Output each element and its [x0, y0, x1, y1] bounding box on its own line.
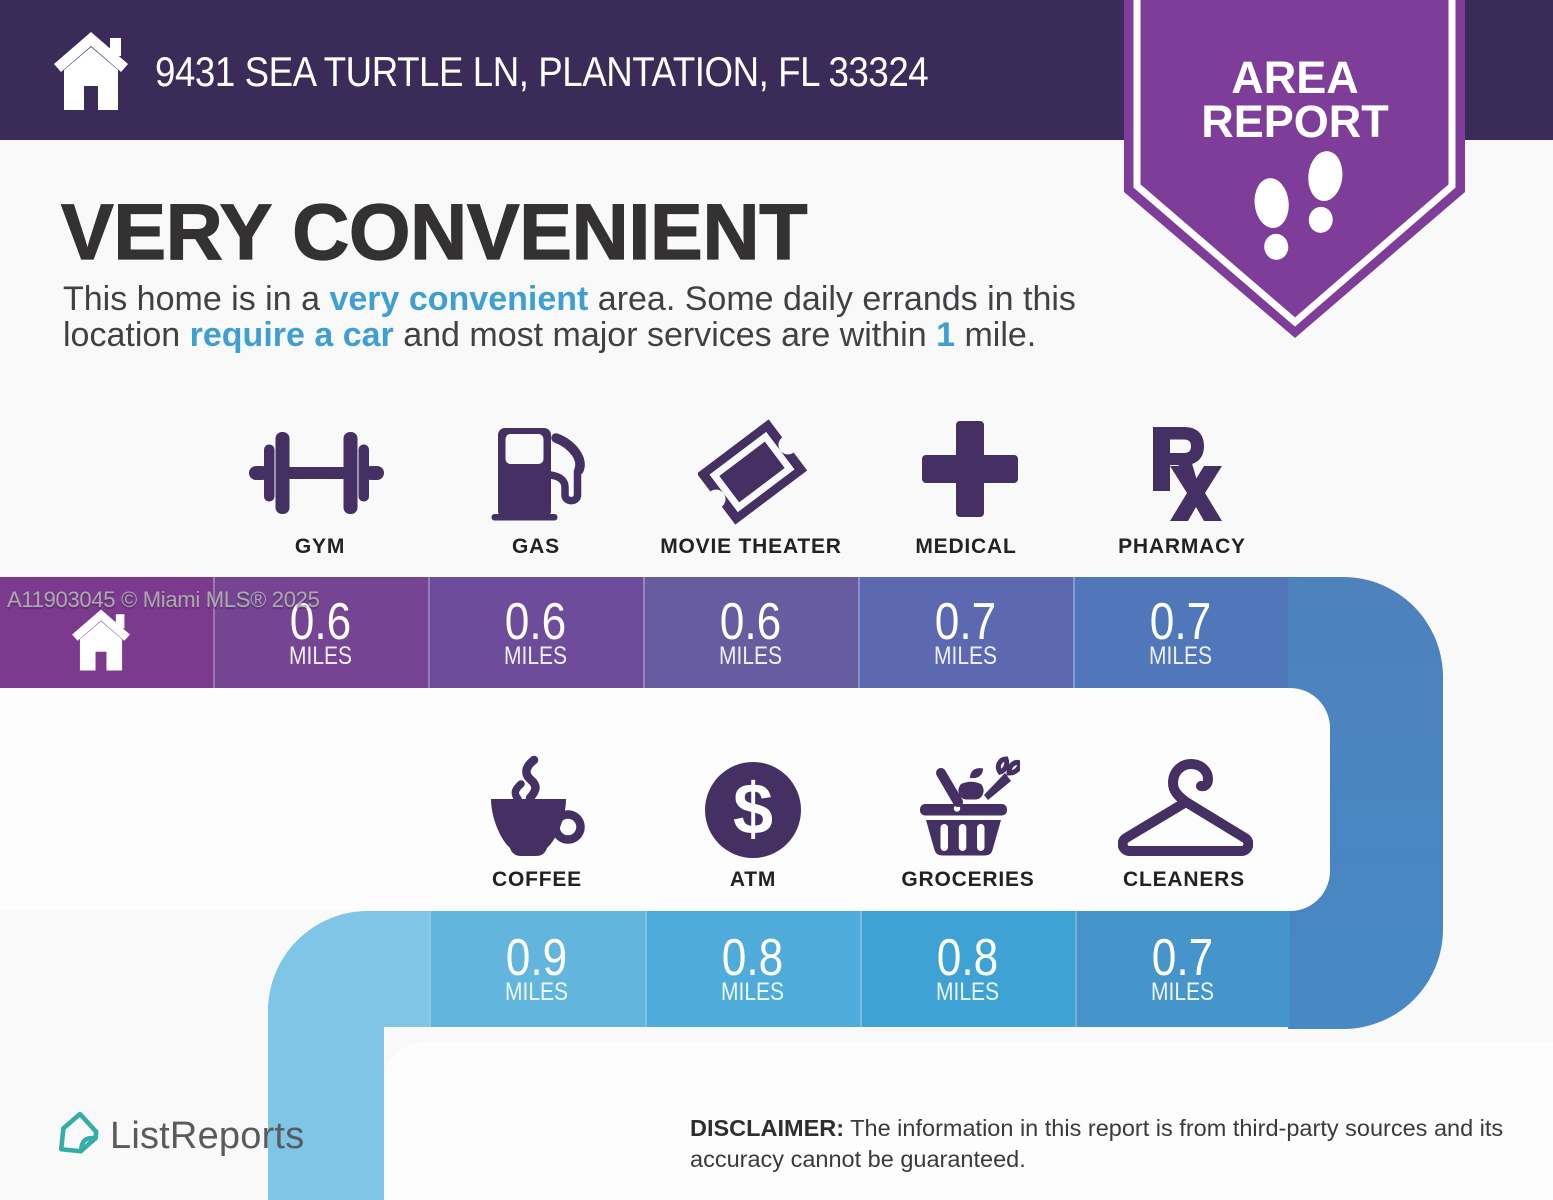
svg-text:REPORT: REPORT	[1201, 96, 1389, 147]
svg-text:AREA: AREA	[1231, 52, 1359, 103]
svg-text:$: $	[733, 770, 773, 850]
